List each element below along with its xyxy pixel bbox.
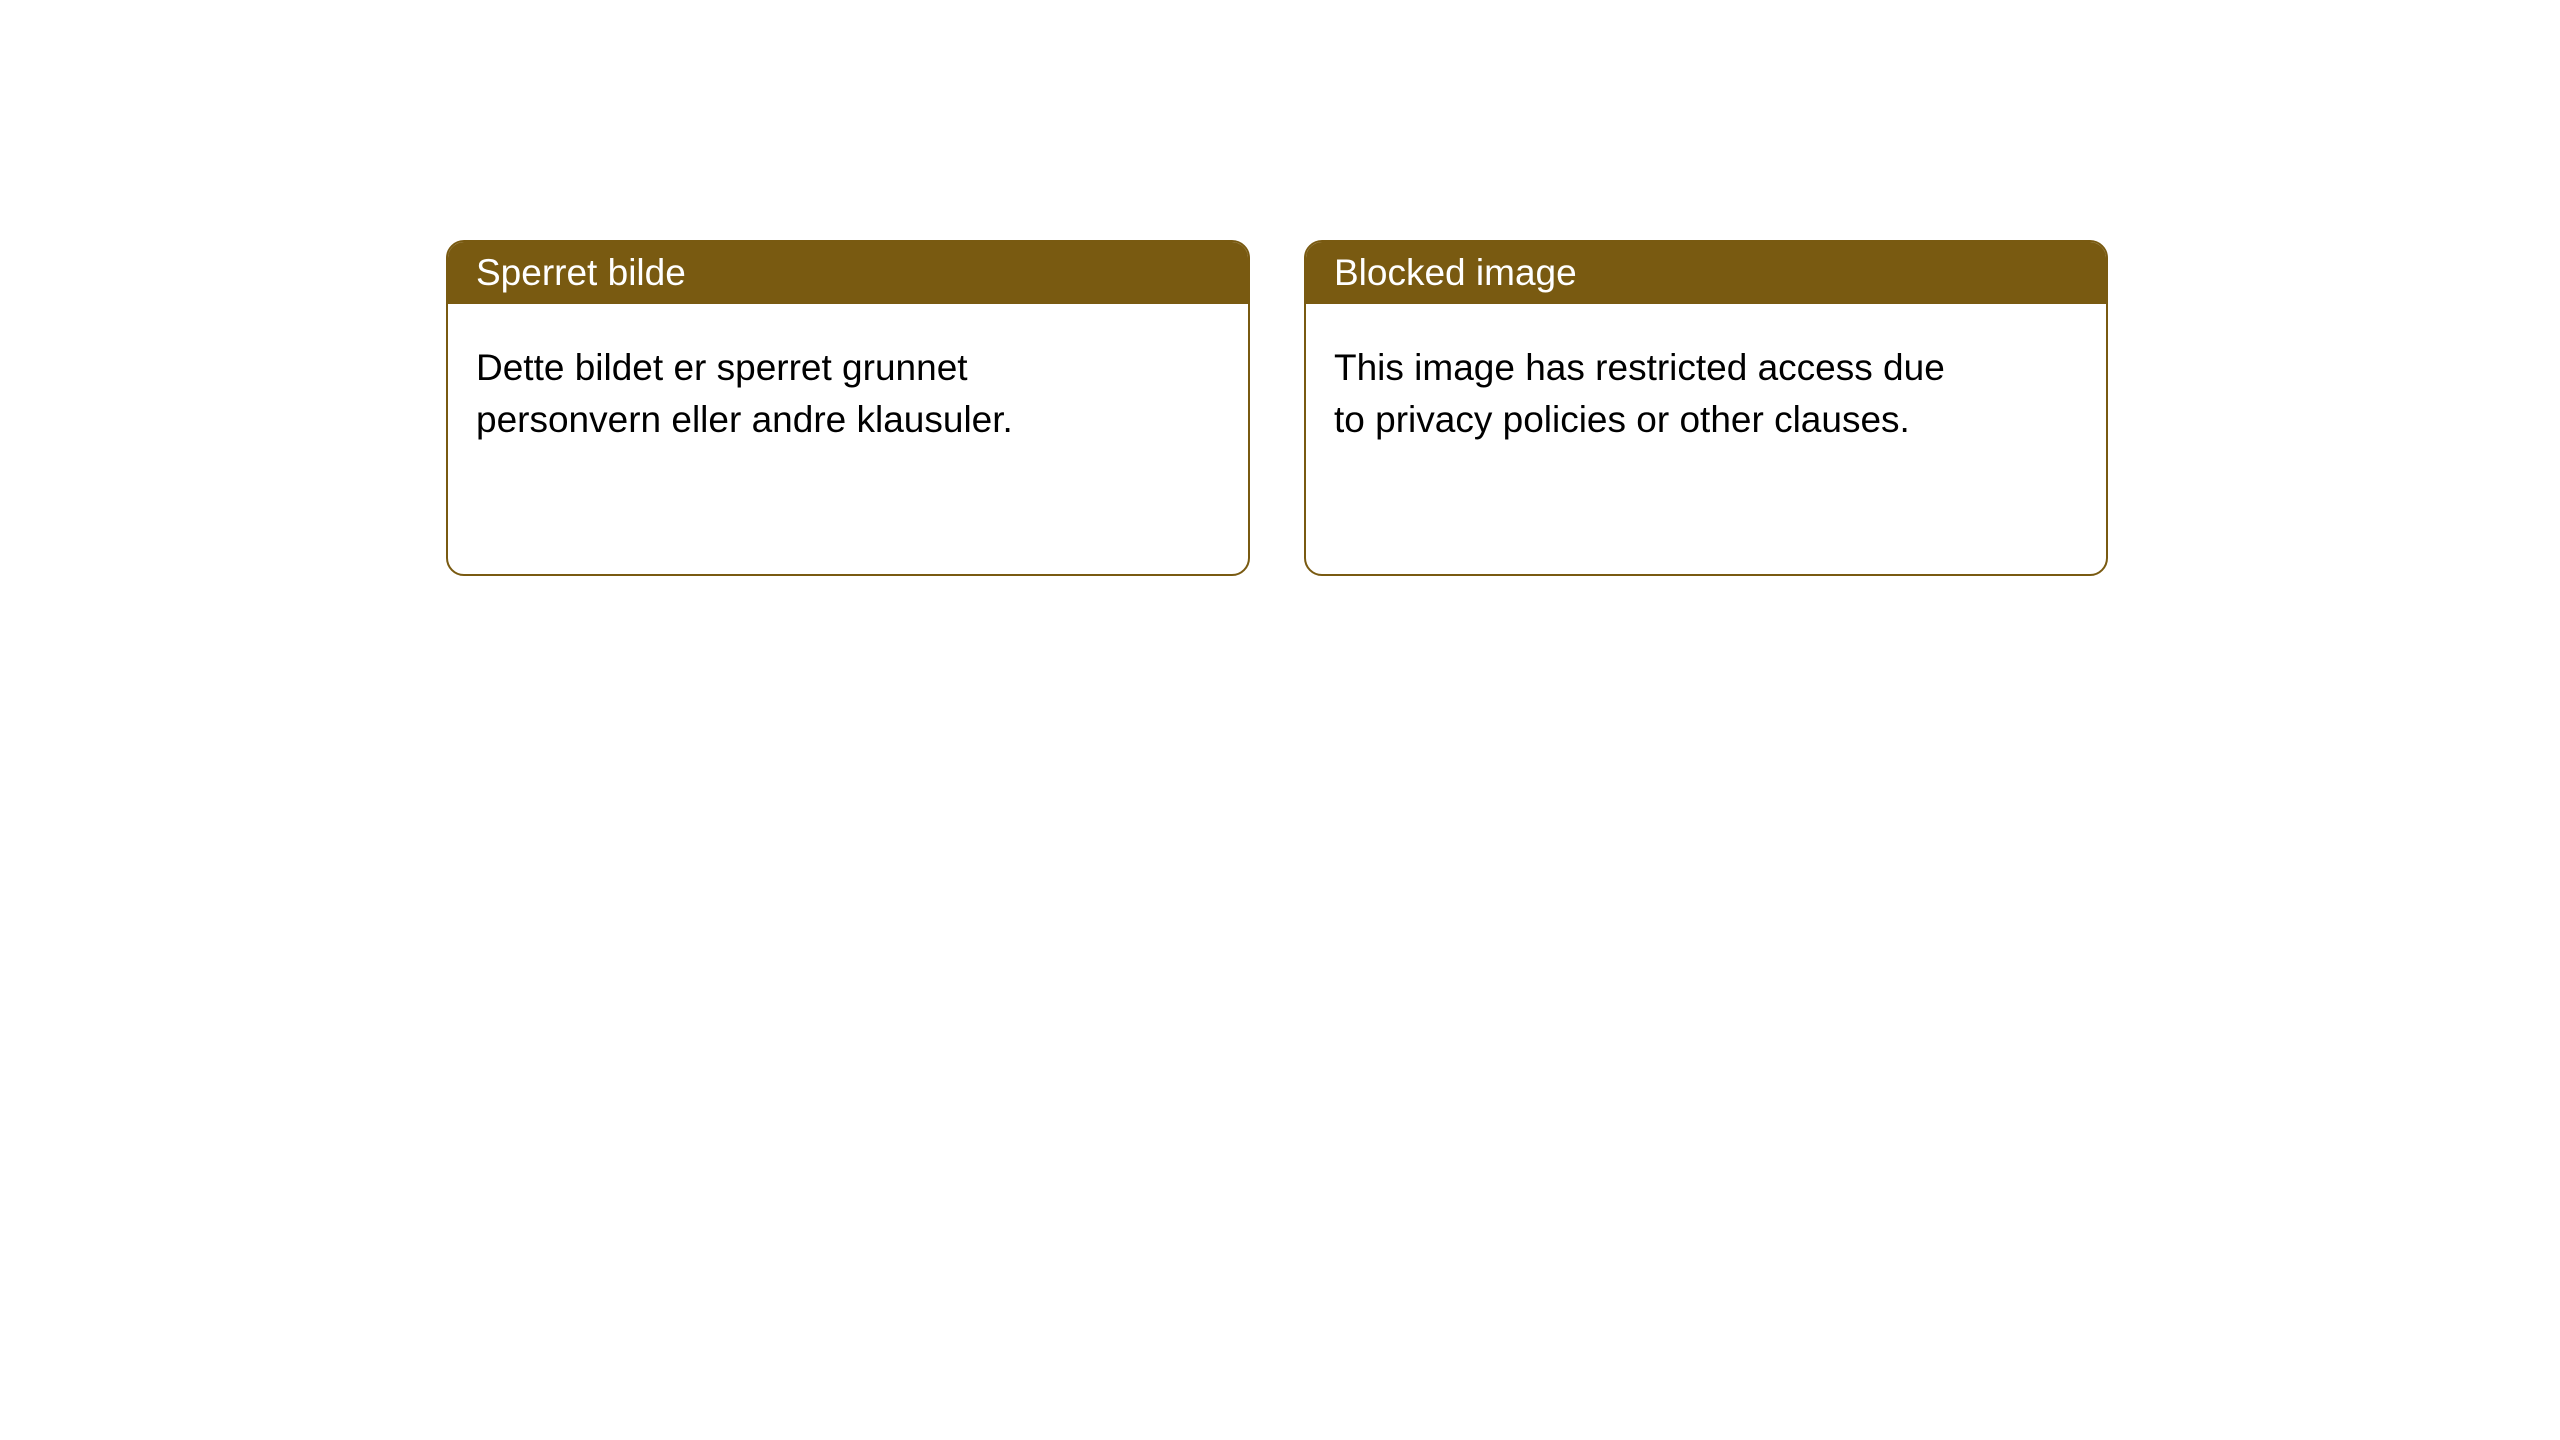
notice-title-norwegian: Sperret bilde bbox=[476, 252, 686, 294]
notice-header-norwegian: Sperret bilde bbox=[448, 242, 1248, 304]
notice-header-english: Blocked image bbox=[1306, 242, 2106, 304]
notice-title-english: Blocked image bbox=[1334, 252, 1577, 294]
notice-text-norwegian: Dette bildet er sperret grunnet personve… bbox=[476, 347, 1013, 440]
notice-container: Sperret bilde Dette bildet er sperret gr… bbox=[0, 0, 2560, 576]
notice-body-norwegian: Dette bildet er sperret grunnet personve… bbox=[448, 304, 1148, 484]
notice-card-norwegian: Sperret bilde Dette bildet er sperret gr… bbox=[446, 240, 1250, 576]
notice-card-english: Blocked image This image has restricted … bbox=[1304, 240, 2108, 576]
notice-text-english: This image has restricted access due to … bbox=[1334, 347, 1945, 440]
notice-body-english: This image has restricted access due to … bbox=[1306, 304, 2006, 484]
